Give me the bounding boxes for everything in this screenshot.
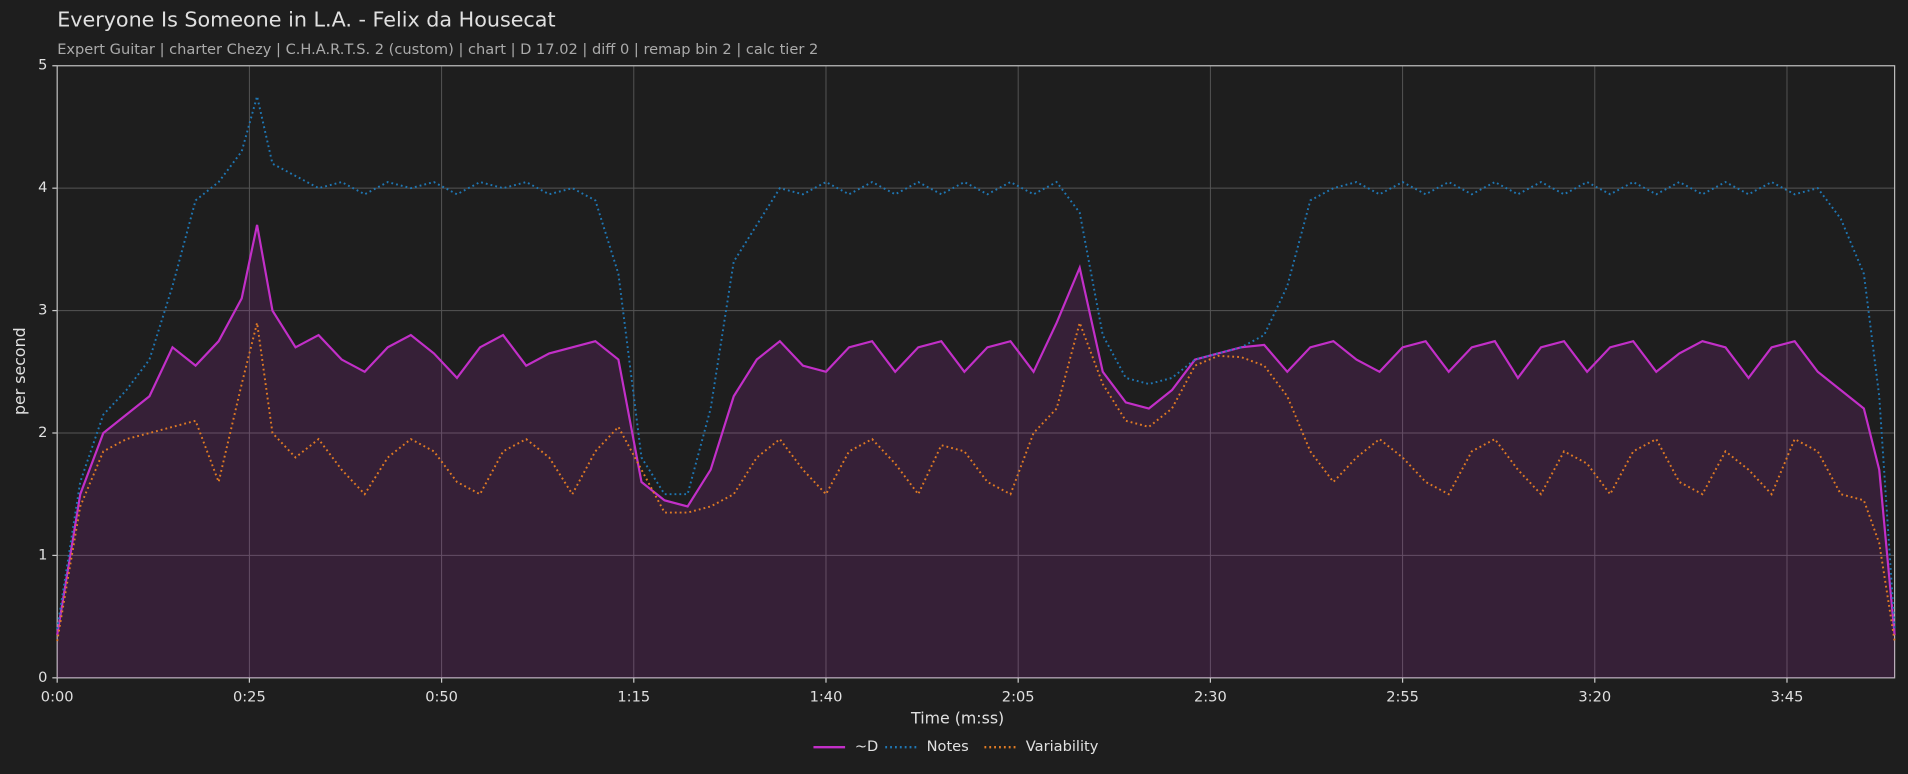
y-tick-label: 5 (38, 57, 47, 74)
y-tick-label: 4 (38, 179, 47, 196)
legend-label: Variability (1026, 738, 1099, 755)
x-tick-label: 2:05 (1002, 688, 1035, 705)
x-tick-label: 3:45 (1771, 688, 1804, 705)
chart-title: Everyone Is Someone in L.A. - Felix da H… (57, 8, 555, 32)
line (56, 96, 1896, 630)
chart-subtitle: Expert Guitar | charter Chezy | C.H.A.R.… (57, 41, 818, 58)
y-tick-label: 1 (38, 546, 47, 563)
legend-label: ~D (855, 738, 878, 755)
y-tick-label: 3 (38, 302, 47, 319)
y-tick-label: 0 (38, 669, 47, 686)
area (57, 224, 1895, 678)
x-tick-label: 0:50 (425, 688, 458, 705)
x-tick-label: 0:25 (233, 688, 266, 705)
legend-label: Notes (927, 738, 969, 755)
x-tick-label: 2:30 (1194, 688, 1227, 705)
y-tick-label: 2 (38, 424, 47, 441)
plot-frame (56, 65, 1896, 679)
x-tick-label: 1:40 (810, 688, 843, 705)
x-tick-label: 0:00 (41, 688, 74, 705)
x-tick-label: 2:55 (1386, 688, 1419, 705)
x-tick-label: 3:20 (1578, 688, 1611, 705)
x-axis-label: Time (m:ss) (910, 709, 1004, 728)
line (56, 224, 1896, 636)
x-tick-label: 1:15 (617, 688, 650, 705)
y-axis-label: per second (10, 327, 29, 415)
